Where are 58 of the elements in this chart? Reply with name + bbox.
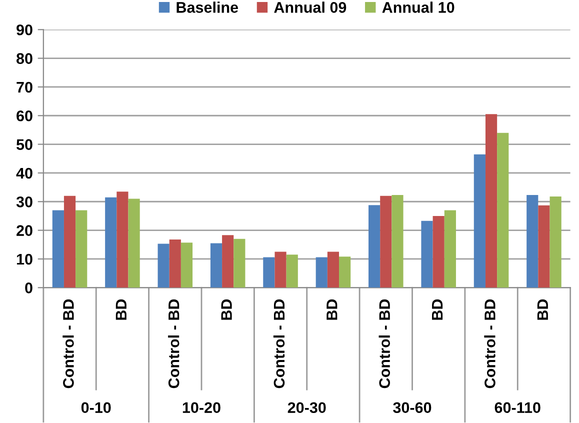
bar [497, 132, 509, 288]
bar [222, 235, 234, 288]
x-tick-label: BD [116, 299, 126, 320]
y-tick-label: 70 [16, 82, 32, 93]
bar [444, 210, 456, 288]
y-tick-label: 60 [16, 110, 32, 122]
bar [52, 210, 64, 288]
x-tick-label: BD [432, 299, 443, 320]
x-tick-label: BD [537, 299, 548, 320]
x-tick-label: Control - BD [273, 299, 285, 388]
bar [210, 243, 222, 288]
bar [76, 210, 88, 288]
bar [327, 252, 340, 288]
x-tick-label: Control - BD [62, 299, 74, 388]
x-tick-label: Control - BD [484, 299, 496, 388]
bar [180, 242, 193, 288]
bar [116, 192, 128, 288]
y-tick-label: 0 [25, 282, 32, 294]
y-tick-label: 80 [16, 53, 32, 64]
y-tick-label: 50 [16, 139, 32, 150]
bar [432, 216, 444, 288]
bar [105, 197, 117, 288]
bar [316, 257, 328, 288]
bar [474, 154, 486, 288]
text: 10-20 [182, 402, 220, 414]
legend-label: Annual 10 [382, 2, 454, 13]
bar [368, 205, 380, 288]
y-tick-label: 40 [16, 168, 32, 179]
bar [128, 198, 140, 288]
bar [550, 196, 562, 288]
bar [158, 244, 170, 288]
legend-label: Baseline [176, 2, 238, 13]
bar [64, 196, 76, 288]
bar [234, 238, 246, 288]
y-tick-label: 10 [16, 254, 32, 265]
bar [263, 257, 275, 288]
legend-label: Annual 09 [274, 2, 346, 13]
text: 30-60 [393, 402, 432, 414]
bar [421, 220, 433, 288]
text: 60-110 [494, 402, 540, 414]
x-tick-label: BD [326, 299, 338, 320]
bar [485, 114, 498, 288]
y-tick-label: 90 [16, 24, 32, 36]
text: 0-10 [81, 402, 111, 414]
bar [274, 252, 286, 288]
x-tick-label: BD [221, 299, 232, 320]
bar [526, 195, 538, 288]
text: 20-30 [288, 402, 326, 414]
x-tick-label: Control - BD [168, 299, 180, 388]
y-tick-label: 30 [16, 196, 32, 208]
bar [169, 239, 181, 288]
x-tick-label: Control - BD [378, 299, 390, 388]
bar [392, 195, 404, 288]
bar [286, 254, 298, 288]
bar [339, 256, 351, 288]
y-tick-label: 20 [16, 225, 32, 236]
bar [538, 205, 550, 288]
bar [380, 196, 392, 288]
